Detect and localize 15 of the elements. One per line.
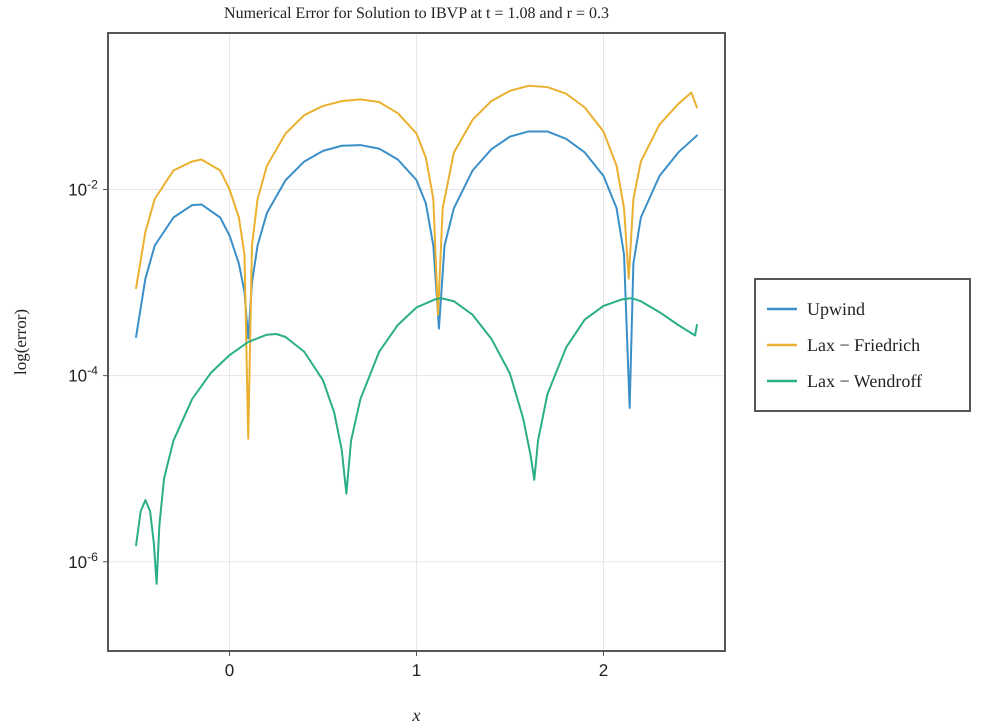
- x-axis-title: x: [412, 705, 420, 725]
- line-series: [135, 84, 698, 440]
- legend-label: Upwind: [807, 299, 865, 319]
- line-series: [135, 130, 698, 409]
- line-series: [135, 297, 698, 585]
- y-tick-label: 10$^{-4}$: [68, 364, 98, 386]
- legend-label: Lax − Friedrich: [807, 335, 920, 355]
- y-axis-title: log(error): [11, 308, 30, 376]
- x-tick-label: 0: [224, 661, 234, 680]
- y-tick-label: 10$^{-6}$: [68, 550, 98, 572]
- legend-label: Lax − Wendroff: [807, 371, 922, 391]
- x-tick-label: 2: [598, 661, 608, 680]
- chart-title: Numerical Error for Solution to IBVP at t = 1.08 and r = 0.3: [224, 5, 609, 22]
- y-tick-label: 10$^{-2}$: [68, 177, 98, 200]
- x-tick-label: 1: [412, 661, 422, 680]
